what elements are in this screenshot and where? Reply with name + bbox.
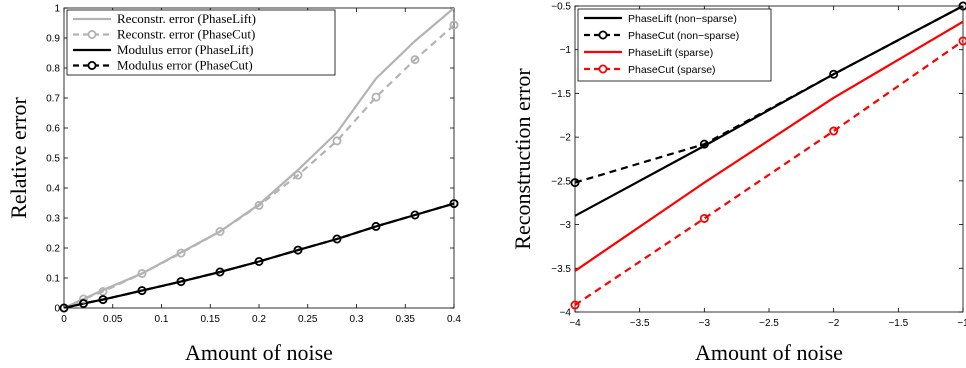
y-tick-label: −3	[560, 220, 572, 231]
series-line-3	[575, 20, 963, 272]
series-4-point	[449, 199, 459, 209]
legend-marker-2	[598, 30, 608, 40]
x-tick-label: −3	[699, 318, 711, 329]
x-tick-label: −2.5	[759, 318, 779, 329]
y-tick-label: 0.8	[46, 64, 60, 75]
series-4-point	[332, 234, 342, 244]
y-tick-label: −3.5	[551, 264, 571, 275]
series-2-point	[958, 1, 966, 11]
legend-marker-4	[598, 64, 608, 74]
series-4-point	[958, 36, 966, 46]
legend-marker-4	[87, 61, 97, 71]
series-4-point	[137, 286, 147, 296]
plot-area	[575, 6, 963, 306]
series-line-3	[64, 202, 454, 308]
legend: Reconstr. error (PhaseLift)Reconstr. err…	[66, 9, 336, 76]
chart-1: 0 0.05 0.1 0.15 0.2 0.25 0.3 0.35 0.4 0 0.1 0.2 0.3 0…	[6, 4, 461, 366]
x-tick-label: 0.15	[201, 314, 221, 325]
series-4-point	[59, 303, 69, 313]
series-2-point	[829, 69, 839, 79]
y-tick-label: −1	[560, 45, 572, 56]
x-tick-label: 0.4	[447, 314, 461, 325]
series-4-point	[215, 267, 225, 277]
y-tick-label: 0.4	[46, 184, 60, 195]
series-2-point	[371, 92, 381, 102]
series-2-point	[215, 226, 225, 236]
y-axis-label: Reconstruction error	[510, 68, 535, 250]
legend-label-3: PhaseLift (sparse)	[628, 47, 713, 59]
x-tick-label: 0.2	[252, 314, 266, 325]
series-line-2	[575, 6, 963, 184]
series-2-point	[332, 136, 342, 146]
y-tick-label: −1.5	[551, 89, 571, 100]
legend-label-4: PhaseCut (sparse)	[628, 64, 716, 76]
y-tick-label: −2.5	[551, 176, 571, 187]
x-tick-label: 0.35	[396, 314, 416, 325]
legend-box	[66, 9, 336, 76]
series-line-4	[575, 40, 963, 306]
series-line-4	[64, 202, 454, 308]
series-4-point	[410, 210, 420, 220]
series-4-point	[699, 213, 709, 223]
legend-marker-2	[87, 29, 97, 39]
y-tick-label: 0.5	[46, 154, 60, 165]
x-tick-label: −4	[569, 318, 581, 329]
legend-label-2: Reconstr. error (PhaseCut)	[117, 27, 255, 42]
series-4-point	[254, 256, 264, 266]
y-axis-label: Relative error	[6, 97, 31, 219]
series-2-point	[98, 286, 108, 296]
legend-box	[577, 8, 772, 82]
series-2-point	[449, 20, 459, 30]
y-tick-label: 0.9	[46, 34, 60, 45]
y-tick-label: −0.5	[551, 2, 571, 13]
series-4-point	[570, 300, 580, 310]
x-tick-label: −1.5	[888, 318, 908, 329]
x-axis-label: Amount of noise	[185, 340, 333, 365]
series-2-point	[699, 139, 709, 149]
series-2-point	[137, 268, 147, 278]
series-4-point	[829, 126, 839, 136]
y-tick-label: −4	[560, 308, 572, 319]
series-2-point	[254, 200, 264, 210]
series-2-point	[176, 248, 186, 258]
legend-label-4: Modulus error (PhaseCut)	[117, 58, 253, 73]
x-tick-label: 0.05	[103, 314, 123, 325]
y-tick-label: 0	[54, 304, 60, 315]
legend-label-3: Modulus error (PhaseLift)	[117, 42, 253, 57]
series-2-point	[570, 178, 580, 188]
x-tick-label: 0.25	[298, 314, 318, 325]
y-tick-label: 0.7	[46, 94, 60, 105]
series-2-point	[79, 294, 89, 304]
x-tick-label: −3.5	[630, 318, 650, 329]
y-tick-label: 1	[54, 4, 60, 15]
y-tick-label: 0.3	[46, 214, 60, 225]
series-4-point	[293, 245, 303, 255]
y-tick-label: 0.1	[46, 274, 60, 285]
series-4-point	[371, 221, 381, 231]
legend-label-2: PhaseCut (non−sparse)	[628, 30, 739, 42]
x-axis-label: Amount of noise	[695, 340, 843, 365]
y-tick-label: 0.2	[46, 244, 60, 255]
legend-label-1: Reconstr. error (PhaseLift)	[117, 11, 256, 26]
series-2-point	[410, 55, 420, 65]
y-tick-label: 0.6	[46, 124, 60, 135]
x-tick-label: −1	[957, 318, 966, 329]
legend-label-1: PhaseLift (non−sparse)	[628, 13, 737, 25]
x-tick-label: 0	[61, 314, 67, 325]
legend: PhaseLift (non−sparse) PhaseCut (non−spar…	[577, 8, 772, 82]
y-tick-label: −2	[560, 133, 572, 144]
x-tick-label: 0.3	[350, 314, 364, 325]
series-2-point	[293, 170, 303, 180]
series-4-point	[98, 295, 108, 305]
x-tick-label: −2	[828, 318, 840, 329]
chart-2: −4 −3.5 −3 −2.5 −2 −1.5 −1 −4 −3.5 −3 −2.5 −2 −1.5 −1…	[510, 1, 966, 365]
x-tick-label: 0.1	[155, 314, 169, 325]
series-4-point	[176, 277, 186, 287]
series-4-point	[79, 298, 89, 308]
